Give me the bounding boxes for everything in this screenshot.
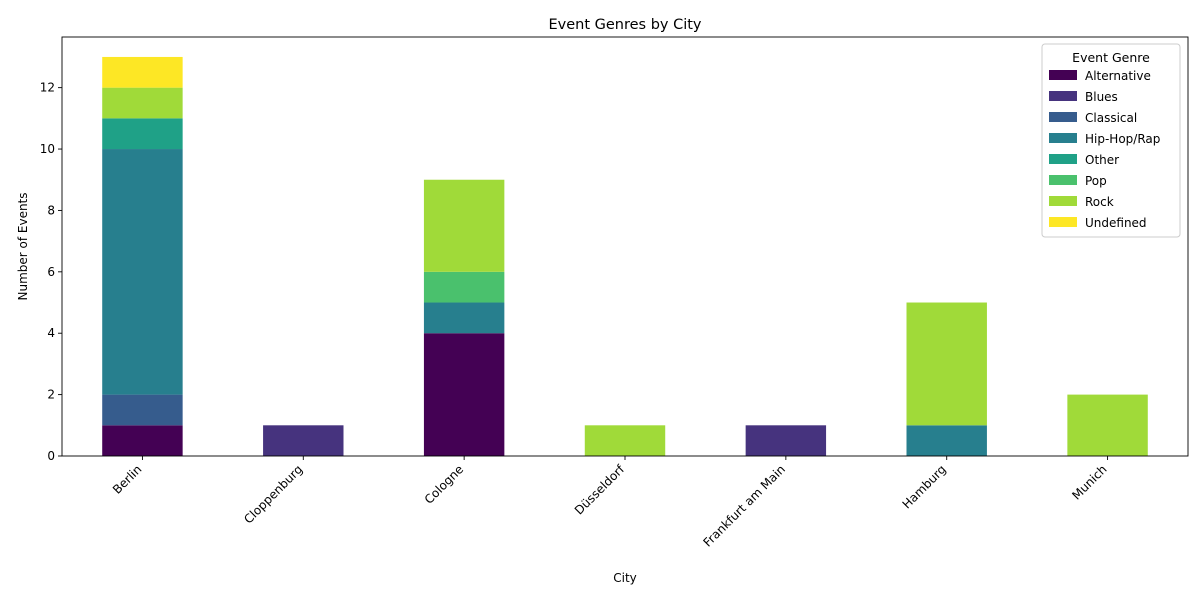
bar-cologne-rock [423,179,505,272]
bar-frankfurt-am-main-blues [745,425,827,456]
legend-swatch [1049,112,1077,122]
legend-swatch [1049,196,1077,206]
bar-hamburg-rock [906,302,987,426]
y-tick-label: 6 [47,265,55,279]
legend-swatch [1049,154,1077,164]
bar-munich-rock [1067,394,1148,456]
legend-label: Pop [1085,174,1107,188]
x-tick-label: Hamburg [900,462,949,511]
y-tick-label: 2 [47,388,55,402]
legend-label: Alternative [1085,69,1151,83]
x-tick-label: Frankfurt am Main [701,462,788,549]
legend-label: Hip-Hop/Rap [1085,132,1160,146]
y-tick-label: 0 [47,449,55,463]
legend-swatch [1049,133,1077,143]
bar-berlin-hip-hop-rap [102,149,183,395]
y-axis-ticks: 0 2 4 6 8 10 12 [40,81,62,463]
bar-hamburg-hip-hop-rap [906,425,987,456]
x-tick-label: Cloppenburg [241,462,305,526]
legend-swatch [1049,70,1077,80]
x-tick-label: Düsseldorf [572,462,628,518]
x-tick-label: Berlin [110,462,145,497]
legend-items: Alternative Blues Classical Hip-Hop/Rap Othe… [1049,69,1160,230]
bar-cloppenburg-blues [263,425,344,456]
bar-cologne-hip-hop-rap [423,302,505,334]
bar-d-sseldorf-rock [584,425,666,456]
y-tick-label: 4 [47,326,55,340]
y-tick-label: 10 [40,142,55,156]
bar-berlin-classical [102,394,183,426]
x-axis-ticks: Berlin Cloppenburg Cologne Düsseldorf Frankf… [110,456,1110,550]
legend-label: Other [1085,153,1119,167]
x-tick-label: Munich [1069,462,1109,502]
legend-swatch [1049,217,1077,227]
chart-title: Event Genres by City [548,17,701,33]
legend-swatch [1049,91,1077,101]
legend-label: Undefined [1085,216,1147,230]
bar-berlin-rock [102,87,183,119]
x-axis-label: City [613,571,637,585]
x-tick-label: Cologne [422,462,467,507]
legend: Event Genre Alternative Blues Classical Hip… [1041,43,1181,238]
legend-label: Blues [1085,90,1118,104]
bars-group [102,56,1148,456]
legend-label: Rock [1085,195,1114,209]
plot-frame [61,36,1189,457]
legend-label: Classical [1085,111,1137,125]
legend-title: Event Genre [1072,50,1150,65]
y-axis-label: Number of Events [16,192,30,300]
bar-berlin-undefined [102,56,183,88]
bar-berlin-alternative [102,425,183,456]
legend-swatch [1049,175,1077,185]
bar-berlin-other [102,118,183,150]
bar-cologne-pop [423,271,505,303]
bar-cologne-alternative [423,333,505,456]
y-tick-label: 8 [47,203,55,217]
y-tick-label: 12 [40,81,55,95]
